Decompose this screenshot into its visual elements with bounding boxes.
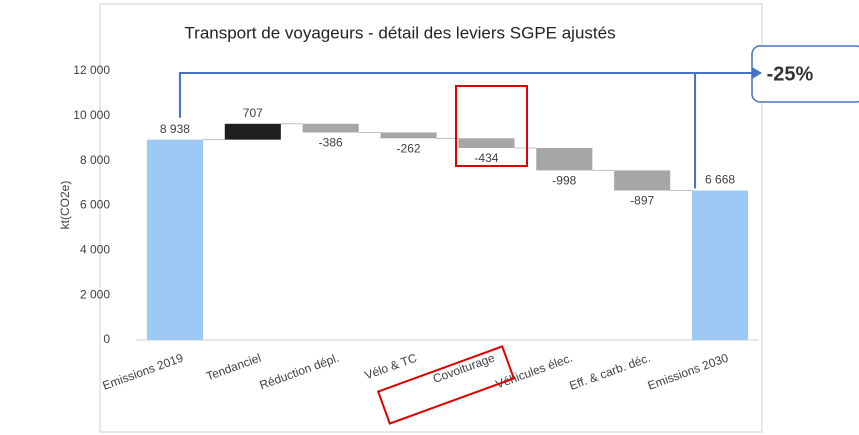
annotation-bracket [178,72,752,118]
bar [692,190,749,340]
y-tick-label: 4 000 [80,243,110,257]
y-tick-label: 2 000 [80,287,110,301]
data-label: -434 [474,151,498,165]
y-tick-label: 0 [103,332,110,346]
data-label: 6 668 [705,173,735,187]
y-tick-label: 12 000 [73,63,110,77]
data-label: 707 [243,106,263,120]
y-tick-label: 10 000 [73,108,110,122]
bar [224,123,281,140]
data-label: -386 [319,136,343,150]
bar [458,138,515,149]
y-axis-label: kt(CO2e) [58,181,72,230]
chart-title: Transport de voyageurs - détail des levi… [184,23,615,42]
highlight-box [376,345,516,425]
y-tick-label: 6 000 [80,198,110,212]
data-label: -897 [630,194,654,208]
data-label: 8 938 [160,122,190,136]
bar [536,148,593,171]
data-label: -998 [552,174,576,188]
bar [380,132,437,139]
chart-frame [99,3,763,433]
bar [614,170,671,191]
annotation: -25% [767,63,814,85]
bar [302,123,359,133]
data-label: -262 [397,141,421,155]
y-tick-label: 8 000 [80,153,110,167]
annotation-arrow [752,67,762,79]
bar [146,139,203,340]
highlight-box [455,85,528,167]
